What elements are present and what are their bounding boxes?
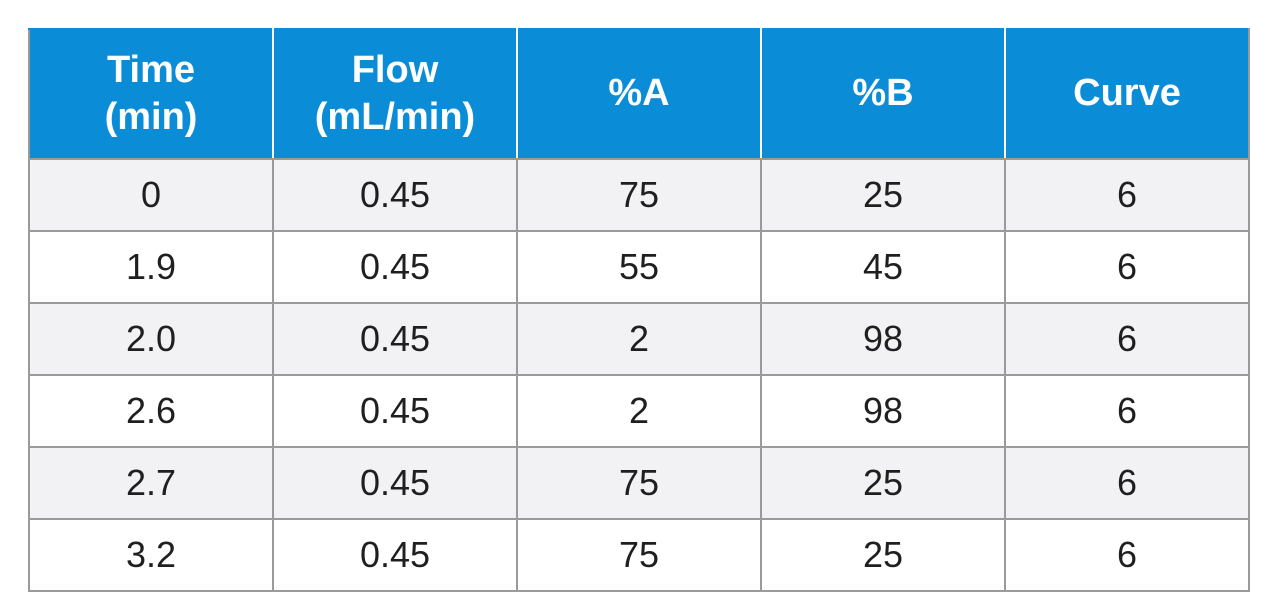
cell-percent-a: 2 bbox=[516, 374, 762, 448]
cell-percent-b: 45 bbox=[760, 230, 1006, 304]
cell-percent-b: 25 bbox=[760, 518, 1006, 592]
cell-time: 1.9 bbox=[28, 230, 274, 304]
table-row: 2.6 0.45 2 98 6 bbox=[28, 374, 1250, 448]
table-row: 2.7 0.45 75 25 6 bbox=[28, 446, 1250, 520]
cell-time: 2.6 bbox=[28, 374, 274, 448]
cell-curve: 6 bbox=[1004, 158, 1250, 232]
header-time: Time (min) bbox=[28, 28, 274, 160]
header-flow-unit: (mL/min) bbox=[314, 96, 476, 138]
table-row: 0 0.45 75 25 6 bbox=[28, 158, 1250, 232]
cell-curve: 6 bbox=[1004, 518, 1250, 592]
cell-time: 0 bbox=[28, 158, 274, 232]
cell-percent-b: 98 bbox=[760, 302, 1006, 376]
cell-percent-b: 25 bbox=[760, 158, 1006, 232]
header-flow-label: Flow bbox=[351, 48, 439, 91]
cell-flow: 0.45 bbox=[272, 374, 518, 448]
table-row: 3.2 0.45 75 25 6 bbox=[28, 518, 1250, 592]
cell-curve: 6 bbox=[1004, 374, 1250, 448]
table-row: 1.9 0.45 55 45 6 bbox=[28, 230, 1250, 304]
table-row: 2.0 0.45 2 98 6 bbox=[28, 302, 1250, 376]
cell-percent-b: 98 bbox=[760, 374, 1006, 448]
cell-flow: 0.45 bbox=[272, 446, 518, 520]
gradient-table-container: Time (min) Flow (mL/min) %A %B Curve bbox=[28, 28, 1250, 592]
header-curve: Curve bbox=[1004, 28, 1250, 160]
cell-percent-b: 25 bbox=[760, 446, 1006, 520]
cell-flow: 0.45 bbox=[272, 518, 518, 592]
cell-percent-a: 75 bbox=[516, 158, 762, 232]
cell-time: 2.0 bbox=[28, 302, 274, 376]
cell-curve: 6 bbox=[1004, 446, 1250, 520]
header-row: Time (min) Flow (mL/min) %A %B Curve bbox=[28, 28, 1250, 160]
header-time-label: Time bbox=[106, 48, 195, 91]
cell-time: 2.7 bbox=[28, 446, 274, 520]
cell-flow: 0.45 bbox=[272, 158, 518, 232]
cell-percent-a: 55 bbox=[516, 230, 762, 304]
cell-flow: 0.45 bbox=[272, 230, 518, 304]
header-percent-b-label: %B bbox=[852, 72, 914, 115]
header-flow: Flow (mL/min) bbox=[272, 28, 518, 160]
cell-time: 3.2 bbox=[28, 518, 274, 592]
cell-percent-a: 2 bbox=[516, 302, 762, 376]
header-curve-label: Curve bbox=[1073, 72, 1181, 115]
header-percent-b: %B bbox=[760, 28, 1006, 160]
cell-curve: 6 bbox=[1004, 302, 1250, 376]
cell-percent-a: 75 bbox=[516, 446, 762, 520]
header-percent-a: %A bbox=[516, 28, 762, 160]
header-percent-a-label: %A bbox=[608, 72, 670, 115]
cell-curve: 6 bbox=[1004, 230, 1250, 304]
cell-percent-a: 75 bbox=[516, 518, 762, 592]
header-time-unit: (min) bbox=[104, 96, 198, 138]
gradient-table: Time (min) Flow (mL/min) %A %B Curve bbox=[28, 28, 1250, 592]
cell-flow: 0.45 bbox=[272, 302, 518, 376]
